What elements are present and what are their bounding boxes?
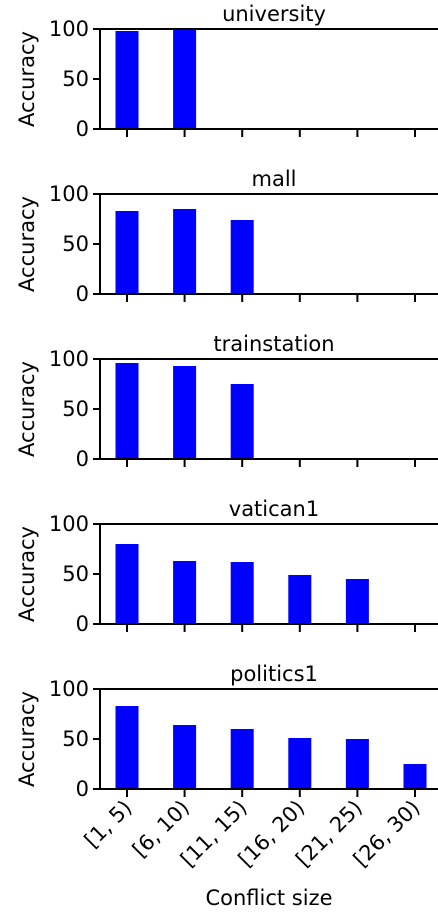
bar: [115, 706, 139, 789]
y-tick-label: 0: [76, 282, 89, 306]
y-tick-label: 50: [62, 397, 89, 421]
y-tick-label: 100: [49, 512, 89, 536]
y-tick-label: 0: [76, 117, 89, 141]
y-tick-label: 100: [49, 677, 89, 701]
chart-title: trainstation: [213, 332, 334, 356]
bar: [288, 738, 312, 789]
chart-title: vatican1: [229, 497, 319, 521]
y-axis-label: Accuracy: [15, 526, 39, 622]
y-tick-label: 100: [49, 182, 89, 206]
bar: [230, 562, 254, 624]
y-tick-label: 100: [49, 347, 89, 371]
bar: [173, 209, 197, 294]
chart-title: politics1: [230, 662, 318, 686]
bar: [230, 384, 254, 459]
y-tick-label: 0: [76, 777, 89, 801]
y-tick-label: 0: [76, 447, 89, 471]
bar: [230, 220, 254, 294]
bar: [345, 579, 369, 624]
bar: [115, 363, 139, 459]
y-tick-label: 50: [62, 562, 89, 586]
bar: [115, 211, 139, 294]
y-tick-label: 50: [62, 67, 89, 91]
chart-title: mall: [252, 167, 297, 191]
y-tick-label: 0: [76, 612, 89, 636]
bar: [345, 739, 369, 789]
y-tick-label: 50: [62, 727, 89, 751]
bar: [173, 29, 197, 129]
y-axis-label: Accuracy: [15, 361, 39, 457]
bar: [173, 725, 197, 789]
y-tick-label: 50: [62, 232, 89, 256]
x-axis-label: Conflict size: [205, 886, 332, 910]
y-axis-label: Accuracy: [15, 691, 39, 787]
bar: [173, 366, 197, 459]
bar: [115, 544, 139, 624]
bar: [173, 561, 197, 624]
y-tick-label: 100: [49, 17, 89, 41]
y-axis-label: Accuracy: [15, 196, 39, 292]
y-axis-label: Accuracy: [15, 31, 39, 127]
bar: [115, 31, 139, 129]
bar: [403, 764, 427, 789]
bar: [230, 729, 254, 789]
chart-title: university: [222, 2, 326, 26]
bar: [288, 575, 312, 624]
